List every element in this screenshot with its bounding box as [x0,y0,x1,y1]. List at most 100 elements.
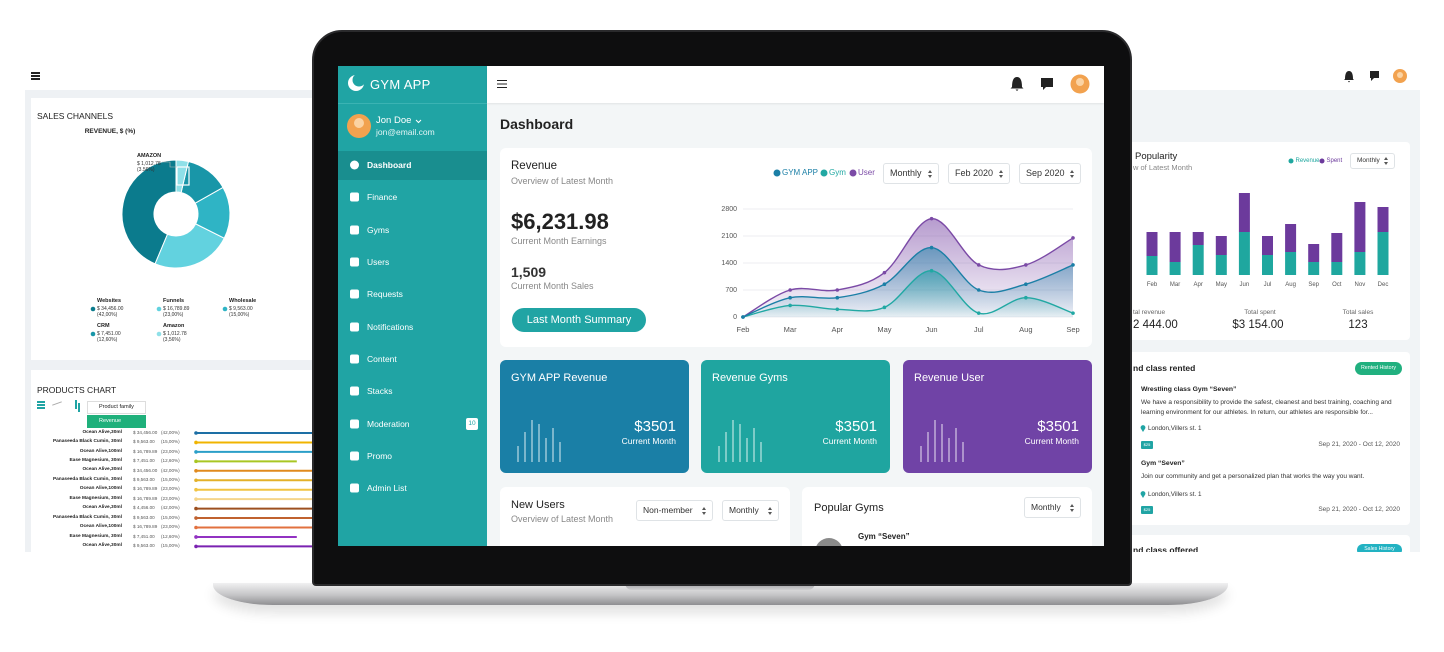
price-badge [1141,506,1153,514]
bar [1192,245,1204,275]
point [1071,311,1075,315]
legend-dot [222,306,228,312]
line [742,270,1074,318]
total-label: tal revenue [1133,308,1166,316]
x-tick-label: Nov [1354,282,1366,288]
legend-name: Wholesale [229,298,257,305]
area [743,247,1073,317]
section-title: SALES CHANNELS [37,110,114,121]
menu-item[interactable]: Requests [367,288,403,299]
point [882,305,887,310]
legend-amount: $ 9,563.00 [229,305,253,312]
legend-label: GYM APP [782,168,819,177]
graphics-layer [90,159,330,549]
sales: 1,509 [511,264,547,280]
card-title: nd class rented [1133,362,1196,373]
legend-dot [90,331,96,337]
history-button[interactable] [1355,362,1402,375]
dropdown[interactable] [87,401,146,414]
menu-item[interactable]: Promo [367,450,393,461]
row-amount: $ 7,451.00 [133,458,155,464]
item-location: London,Villers st. 1 [1148,490,1202,498]
summary-button[interactable] [512,308,646,332]
select[interactable] [636,500,713,521]
point [976,288,981,292]
header [487,66,1104,103]
card-title: nd class offered [1133,544,1199,552]
menu-item[interactable]: Dashboard [367,159,412,170]
point [929,216,934,221]
line [742,246,1074,318]
point [788,295,792,300]
y-tick-label: 700 [725,286,737,294]
logo-icon-cut [352,73,366,87]
legend-name: Amazon [163,323,185,330]
menu-item[interactable]: Notifications [367,321,414,332]
item-title: Gym “Seven” [1141,459,1185,467]
menu-item[interactable]: Moderation [367,418,410,429]
row-percent: (15,00%) [161,514,180,520]
select[interactable] [948,163,1010,184]
badge-label: 10 [468,419,476,427]
bar [1192,232,1204,245]
earnings-label: Current Month Earnings [511,235,607,246]
y-tick-label: 1400 [721,259,737,267]
point [929,245,934,250]
card-subtitle: Overview of Latest Month [511,513,614,524]
row-percent: (23,00%) [161,495,180,501]
x-tick-label: Aug [1285,282,1296,288]
history-button-label[interactable]: Rented History [1360,364,1397,371]
select-label: Monthly [1357,156,1380,164]
legend-button[interactable] [87,415,146,428]
legend-amount: $ 1,012.78 [163,330,187,337]
graphics [347,73,1090,546]
callout-percent: (3.56%) [137,167,155,173]
stat-title: GYM APP Revenue [511,371,608,384]
select[interactable] [722,500,779,521]
menu-icon [350,225,359,235]
sales-button[interactable] [1357,544,1402,552]
row-percent: (23,00%) [161,524,180,530]
menu-icon [350,322,359,332]
select[interactable] [1024,497,1081,518]
summary-button-label[interactable]: Last Month Summary [526,313,632,326]
stat-title: Revenue User [914,371,985,384]
menu-item[interactable]: Admin List [367,482,407,493]
bar [1215,255,1227,275]
bar [1377,207,1389,232]
sidebar-divider [338,103,487,104]
x-tick-label: Jun [1239,282,1250,288]
menu-icon [350,192,359,202]
legend-name: CRM [97,323,110,330]
pin-icon [1140,491,1146,498]
card-subtitle: Overview of Latest Month [511,175,614,186]
callout-name: AMAZON [137,153,162,160]
bar [1285,224,1297,252]
menu-item[interactable]: Gyms [367,224,390,235]
chart-icon [75,400,77,409]
select[interactable] [1019,163,1081,184]
menu-icon [350,257,359,267]
menu-item[interactable]: Content [367,353,397,364]
left-panel: SALES CHANNELS REVENUE, $ (%) AMAZON $ 1,01… [25,62,330,552]
user-name[interactable]: Jon Doe [376,115,412,127]
legend-label: Gym [829,168,846,177]
menu-item[interactable]: Stacks [367,385,393,396]
legend-dot [156,331,162,337]
top-bar [25,62,330,90]
menu-item[interactable]: Users [367,256,390,267]
row-name: Ocean Alive,100ml [79,486,122,492]
row-name: Ocean Alive,30ml [82,505,122,511]
right-panel: Popularity w of Latest Month Revenue Spent M… [1110,62,1420,552]
x-tick-label: Mar [1169,282,1181,288]
user-email: jon@email.com [376,126,435,137]
select[interactable] [883,163,939,184]
sales-button-label[interactable]: Sales History [1364,546,1395,552]
bell-icon [1010,77,1024,91]
select[interactable] [1350,153,1395,169]
menu-item[interactable]: Finance [367,191,398,202]
card [31,98,330,360]
laptop-notch [625,583,815,590]
x-tick-label: Feb [1146,282,1158,288]
bar [1331,262,1343,275]
